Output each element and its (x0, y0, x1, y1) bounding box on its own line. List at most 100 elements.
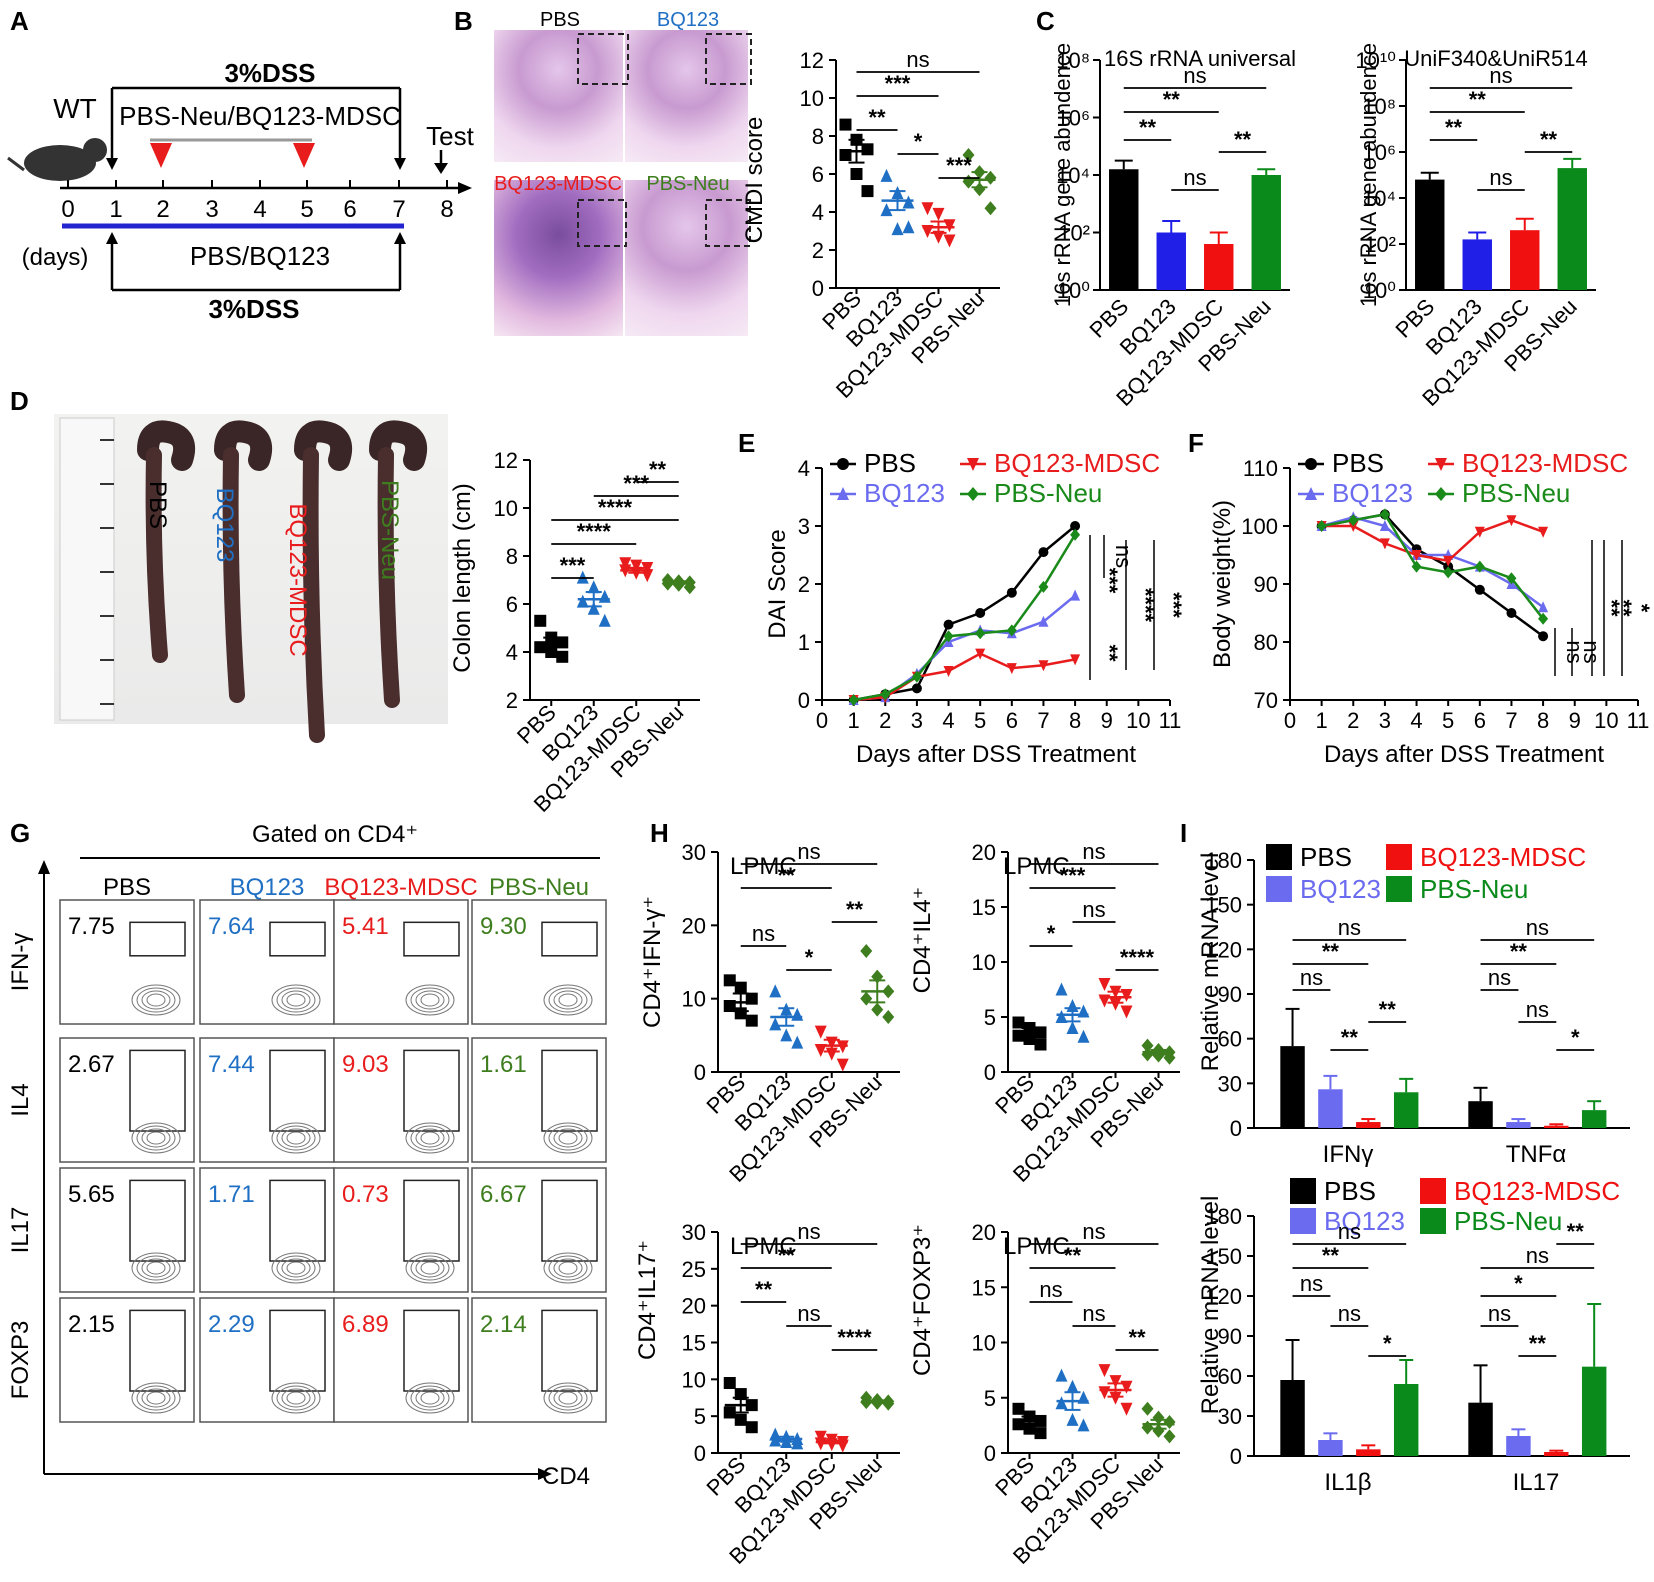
data-point (861, 143, 874, 156)
y-tick-label: 2 (798, 572, 810, 597)
data-point (1141, 1420, 1154, 1435)
contour (415, 1128, 445, 1148)
flow-x-label: CD4 (542, 1463, 590, 1490)
panel-label-G: G (10, 818, 30, 848)
inset-box (577, 33, 629, 85)
data-point (1120, 1402, 1133, 1416)
contour (553, 1258, 583, 1278)
significance-label: ** (1234, 127, 1252, 152)
legend-label: BQ123 (864, 478, 945, 508)
timeline-tick-label: 1 (109, 196, 122, 223)
data-point (1538, 612, 1549, 625)
arrow-head (458, 182, 472, 194)
contour (146, 1391, 166, 1405)
data-point (780, 1028, 793, 1042)
data-point (1077, 1029, 1090, 1043)
flow-gate (403, 1179, 460, 1262)
timeline-tick-label: 5 (300, 196, 313, 223)
significance-label: ns (1526, 997, 1549, 1022)
y-tick-label: 70 (1254, 688, 1278, 713)
legend-marker (837, 487, 849, 500)
data-point (1070, 589, 1081, 601)
x-tick-label: 10 (1126, 708, 1150, 733)
data-point (921, 202, 934, 216)
data-point (1538, 526, 1549, 538)
y-tick-label: 110 (1243, 456, 1278, 481)
legend-swatch (1290, 1178, 1316, 1204)
data-point (1055, 1010, 1068, 1023)
test-label: Test (426, 121, 474, 151)
y-tick-label: 0 (984, 1060, 996, 1085)
flow-plot (333, 1297, 469, 1423)
legend-label: PBS-Neu (994, 478, 1102, 508)
flow-percent: 7.44 (208, 1051, 255, 1078)
contour (553, 1388, 583, 1408)
significance-label: ** (1567, 1219, 1585, 1244)
timeline-tick-label: 3 (205, 196, 218, 223)
flow-percent: 5.41 (342, 913, 389, 940)
data-point (791, 1007, 804, 1021)
chart-sublabel: LPMC (730, 1233, 797, 1260)
significance-label: ** (868, 105, 886, 130)
legend-swatch (1420, 1178, 1446, 1204)
legend-label: PBS-Neu (1454, 1206, 1562, 1236)
significance-label: * (1514, 1271, 1523, 1296)
mouse-tail-icon (7, 156, 25, 172)
flow-plot (59, 1297, 195, 1423)
bar (1506, 1436, 1531, 1456)
x-tick-label: 3 (1379, 708, 1391, 733)
y-tick-label: 10⁶ (1056, 106, 1090, 131)
flow-gate (403, 1049, 460, 1132)
y-tick-label: 20 (972, 1220, 996, 1245)
data-point (1506, 515, 1517, 527)
legend-marker (967, 458, 979, 471)
flow-gate (129, 1179, 186, 1262)
data-point (723, 974, 736, 987)
y-tick-label: 0 (694, 1060, 706, 1085)
flow-column-label: BQ123-MDSC (324, 874, 477, 901)
y-tick-label: 10⁶ (1362, 140, 1396, 165)
flow-gate (541, 1309, 598, 1392)
x-tick-label: 8 (1069, 708, 1081, 733)
y-tick-label: 8 (812, 124, 824, 149)
x-axis-label: Days after DSS Treatment (856, 741, 1136, 768)
contour (553, 1128, 583, 1148)
significance-label: ns (906, 47, 929, 72)
data-point (1379, 538, 1390, 550)
bar (1506, 1122, 1531, 1128)
flow-percent: 5.65 (68, 1181, 115, 1208)
flow-gate (269, 921, 326, 957)
bar (1393, 1384, 1419, 1456)
significance-label: ** (1163, 87, 1181, 112)
significance-label: *** (1060, 863, 1086, 888)
flow-percent: 6.89 (342, 1311, 389, 1338)
flow-gate (129, 1309, 186, 1392)
flow-percent: 6.67 (480, 1181, 527, 1208)
x-tick-label: 5 (974, 708, 986, 733)
bar (1462, 239, 1492, 290)
y-tick-label: 0 (984, 1441, 996, 1466)
significance-label: *** (623, 471, 649, 496)
x-category-label: IL1β (1324, 1469, 1371, 1496)
data-point (880, 168, 893, 182)
significance-label: *** (885, 71, 911, 96)
contour (410, 1385, 450, 1411)
colon-tissue (222, 447, 245, 703)
y-tick-label: 0 (1230, 1444, 1242, 1469)
legend-label: BQ123-MDSC (994, 448, 1160, 478)
y-tick-label: 10 (682, 987, 706, 1012)
significance-label: ** (1611, 599, 1636, 617)
y-tick-label: 8 (506, 544, 518, 569)
legend-marker (837, 458, 849, 470)
legend-marker (1305, 458, 1317, 470)
ruler (59, 417, 115, 721)
arrow-head (106, 232, 118, 244)
flow-plot (471, 1167, 607, 1293)
data-point (902, 220, 915, 234)
flow-gate (541, 1179, 598, 1262)
y-axis-label: Relative mRNA level (1197, 1196, 1224, 1415)
significance-label: **** (577, 519, 612, 544)
data-point (975, 648, 986, 660)
contour (286, 1131, 306, 1145)
legend-label: BQ123-MDSC (1454, 1176, 1620, 1206)
